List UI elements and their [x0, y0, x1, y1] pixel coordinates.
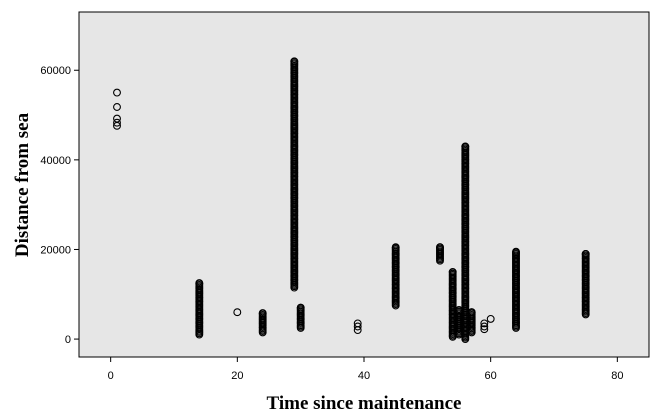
data-point [480, 325, 489, 334]
data-point [113, 103, 121, 111]
data-point [353, 326, 362, 335]
x-axis-title: Time since maintenance [267, 393, 462, 414]
data-point [512, 247, 520, 256]
y-tick-label: 0 [65, 334, 71, 346]
data-point [480, 322, 489, 331]
data-point [581, 249, 590, 258]
data-point [467, 308, 476, 317]
points-layer [113, 57, 590, 344]
x-tick-label: 60 [485, 370, 497, 382]
x-tick-label: 20 [231, 370, 243, 382]
data-point [195, 279, 204, 288]
data-point [258, 309, 267, 318]
data-point [436, 243, 444, 252]
y-tick-label: 40000 [40, 155, 71, 167]
x-tick-label: 80 [611, 370, 623, 382]
x-axis: 0 20 40 60 80 [108, 357, 623, 382]
data-point [113, 88, 121, 97]
data-point [448, 267, 457, 276]
y-axis: 0 20000 40000 60000 [40, 65, 79, 346]
y-axis-title: Distance from sea [12, 112, 33, 257]
data-point [113, 118, 121, 127]
plot-area [78, 11, 650, 358]
data-point [461, 142, 470, 151]
x-tick-label: 40 [358, 370, 370, 382]
x-tick-label: 0 [108, 370, 114, 382]
data-point [353, 322, 362, 331]
y-tick-label: 20000 [40, 244, 71, 256]
data-point [290, 57, 299, 66]
data-point [113, 121, 121, 130]
data-point [486, 314, 495, 323]
data-point [233, 308, 242, 317]
y-tick-label: 60000 [40, 65, 71, 77]
data-point [391, 243, 400, 252]
data-point [296, 303, 305, 312]
data-point [480, 319, 489, 328]
